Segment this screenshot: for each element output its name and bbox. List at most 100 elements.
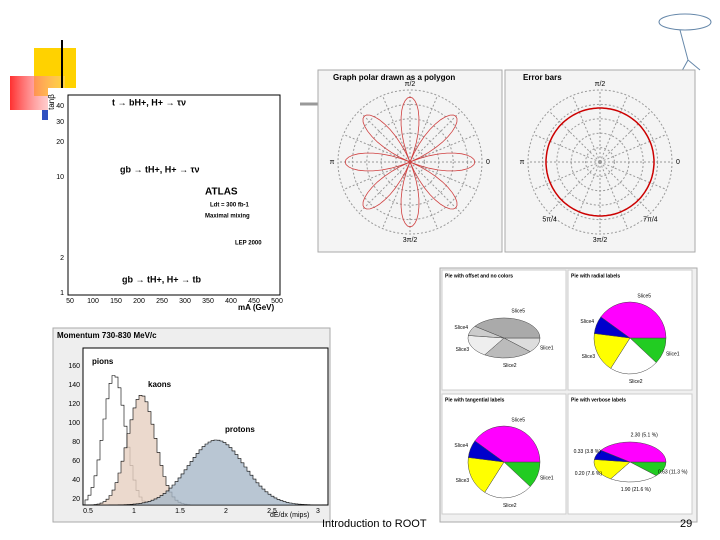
polar-grid (527, 89, 673, 235)
y-tick-label: 20 (56, 139, 64, 146)
polar-curve (344, 96, 476, 228)
slice-label: Slice2 (629, 379, 643, 385)
x-label: mA (GeV) (238, 303, 274, 312)
annotation: pions (92, 357, 114, 366)
pie-slice (484, 461, 531, 499)
panel-title: Momentum 730-830 MeV/c (57, 331, 157, 340)
slice-label: 0.20 (7.6 %) (575, 471, 603, 477)
polar-curve (545, 107, 655, 217)
panel-title: Error bars (523, 73, 562, 82)
y-tick-label: 10 (56, 174, 64, 181)
polar-grid (395, 147, 425, 177)
polar-spoke (409, 95, 439, 163)
polar-spoke (409, 161, 462, 214)
x-tick-label: 50 (66, 298, 74, 305)
polar-spoke (548, 161, 601, 214)
y-tick-label: 160 (68, 363, 80, 370)
y-tick-label: 100 (68, 420, 80, 427)
slice-label: Slice3 (456, 478, 470, 484)
y-tick-label: 1 (60, 290, 64, 297)
annotation: gb → tH+, H+ → tb (122, 274, 202, 284)
y-tick-label: 20 (72, 496, 80, 503)
polar-spoke (409, 161, 439, 229)
slice-label: Slice1 (666, 352, 680, 358)
pie-slice (474, 317, 541, 339)
x-tick-label: 2.5 (267, 508, 277, 515)
polar-spoke (409, 161, 477, 191)
panel-title: Graph polar drawn as a polygon (333, 73, 455, 82)
panel-title: Pie with radial labels (571, 273, 620, 279)
polar-label: 5π/4 (542, 216, 557, 223)
pie-slice (467, 457, 505, 493)
panel-title: Pie with verbose labels (571, 397, 626, 403)
atlas-frame (67, 94, 281, 296)
slice-label: Slice2 (503, 503, 517, 509)
pie-slice (593, 333, 631, 369)
polar-label: 3π/2 (403, 237, 418, 244)
histogram (85, 439, 328, 506)
polar-spoke (358, 110, 411, 163)
pie-slice (593, 459, 631, 480)
polar-spoke (381, 95, 411, 163)
polar-spoke (548, 110, 601, 163)
polar-grid (585, 147, 615, 177)
polar-label: 0 (676, 159, 680, 166)
polar-label: π (330, 159, 335, 166)
pie-slice (474, 425, 541, 463)
annotation: Ldt = 300 fb-1 (210, 203, 250, 209)
atlas-panel (48, 88, 286, 316)
slice-label: Slice5 (511, 417, 525, 423)
polar-grid (337, 89, 483, 235)
y-label: tanβ (47, 94, 56, 110)
polar-label: 3π/2 (593, 237, 608, 244)
polar-spoke (533, 133, 601, 163)
polar-spoke (599, 133, 667, 163)
polar-label: π/2 (405, 81, 416, 88)
polar-spoke (409, 133, 477, 163)
y-tick-label: 140 (68, 382, 80, 389)
slice-label: Slice3 (582, 354, 596, 360)
polar-spoke (571, 161, 601, 229)
annotation: LEP 2000 (235, 241, 262, 247)
polar-spoke (571, 95, 601, 163)
annotation: t → bH+, H+ → τν (112, 97, 186, 107)
pie-slice (467, 335, 505, 356)
x-tick-label: 350 (202, 298, 214, 305)
polar-spoke (599, 110, 652, 163)
slice-label: Slice4 (580, 319, 594, 325)
polar-grid (366, 118, 454, 206)
polar-spoke (599, 161, 667, 191)
polar-label: 7π/4 (643, 216, 658, 223)
annotation: kaons (148, 380, 172, 389)
polar-spoke (381, 161, 411, 229)
x-tick-label: 3 (316, 508, 320, 515)
slice-label: 0.33 (3.8 %) (574, 449, 602, 455)
polar-spoke (358, 161, 411, 214)
slice-label: 2.30 (5.1 %) (631, 433, 659, 439)
y-tick-label: 40 (56, 103, 64, 110)
polar-spoke (599, 161, 629, 229)
slice-label: 0.63 (11.3 %) (658, 470, 688, 476)
panel-title: Pie with tangential labels (445, 397, 505, 403)
x-tick-label: 250 (156, 298, 168, 305)
polar-grid (556, 118, 644, 206)
footer-title: Introduction to ROOT (322, 518, 427, 530)
polar-spoke (343, 133, 411, 163)
deco-blue (42, 110, 50, 120)
x-tick-label: 400 (225, 298, 237, 305)
pie-slice (484, 337, 531, 359)
logo (658, 13, 712, 79)
annotation: ATLAS (205, 187, 238, 198)
pie-slice (610, 461, 657, 483)
x-label: dE/dx (mips) (270, 512, 309, 519)
polar-spoke (409, 110, 462, 163)
y-tick-label: 120 (68, 401, 80, 408)
x-tick-label: 300 (179, 298, 191, 305)
y-tick-label: 2 (60, 255, 64, 262)
polar-spoke (533, 161, 601, 191)
y-tick-label: 60 (72, 458, 80, 465)
x-tick-label: 1 (132, 508, 136, 515)
slice-label: Slice4 (454, 325, 468, 331)
slice-label: Slice5 (511, 309, 525, 315)
